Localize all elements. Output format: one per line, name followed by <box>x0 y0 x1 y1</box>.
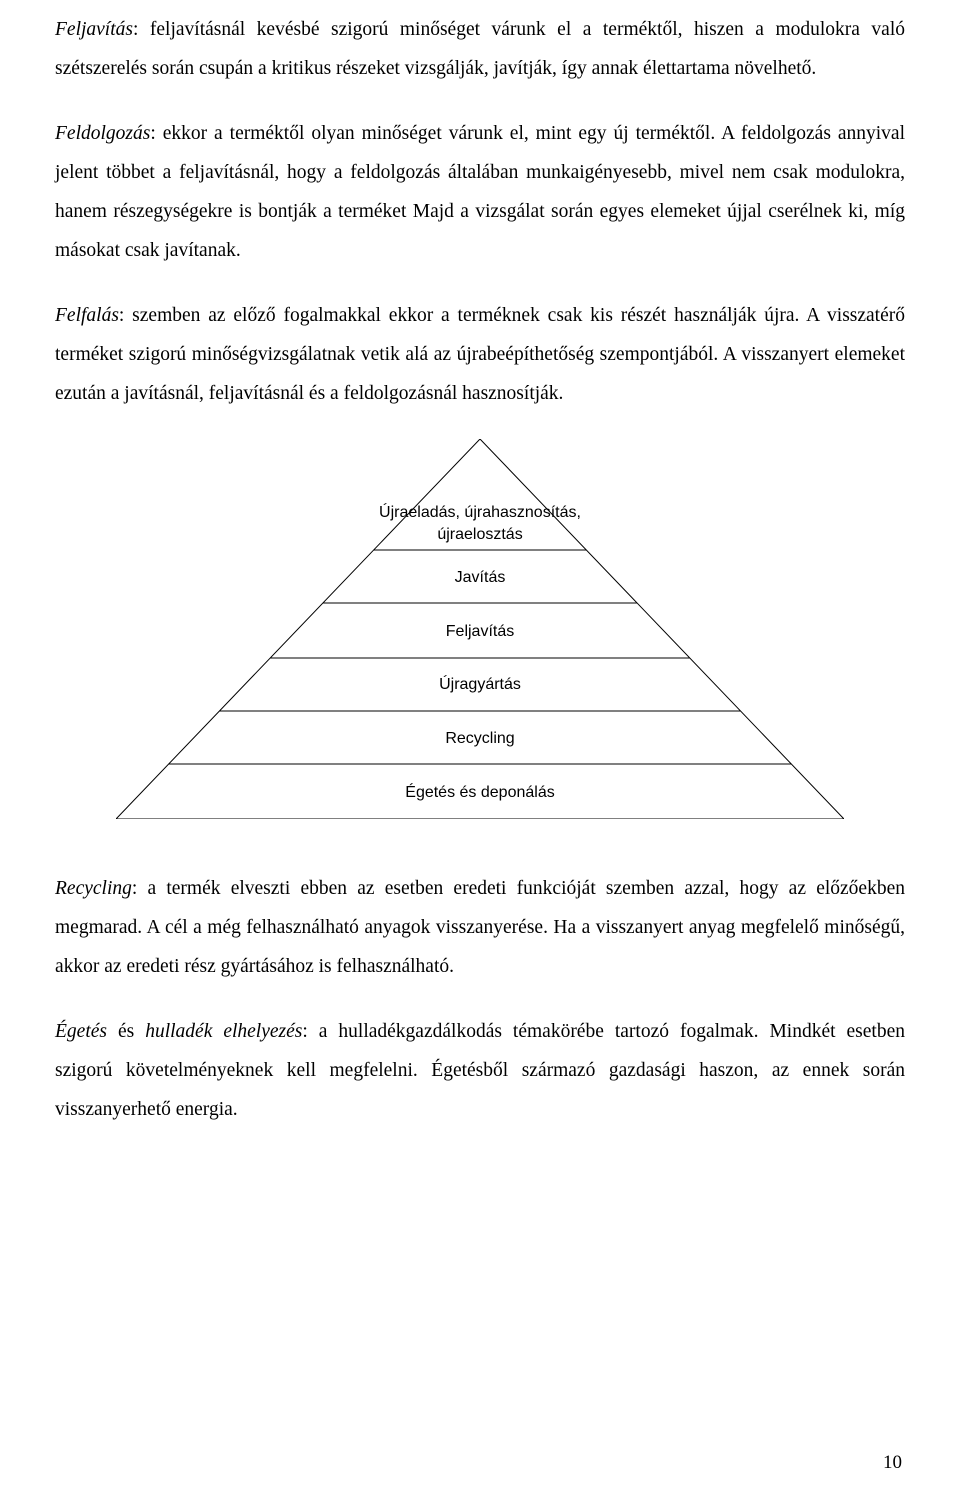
pyramid-label: Feljavítás <box>446 623 514 640</box>
paragraph-recycling: Recycling: a termék elveszti ebben az es… <box>55 869 905 986</box>
text-feldolgozas: : ekkor a terméktől olyan minőséget váru… <box>55 123 905 261</box>
pyramid-label: Javítás <box>455 569 506 586</box>
pyramid-diagram: Újraeladás, újrahasznosítás, újraelosztás… <box>55 439 905 819</box>
paragraph-egetes: Égetés és hulladék elhelyezés: a hulladé… <box>55 1012 905 1129</box>
term-feljavitas: Feljavítás <box>55 19 133 40</box>
page-number: 10 <box>883 1452 902 1474</box>
term-feldolgozas: Feldolgozás <box>55 123 150 144</box>
text-recycling: : a termék elveszti ebben az esetben ere… <box>55 878 905 977</box>
paragraph-feldolgozas: Feldolgozás: ekkor a terméktől olyan min… <box>55 114 905 270</box>
pyramid-label: Recycling <box>445 730 514 747</box>
pyramid-label: Újragyártás <box>439 674 521 693</box>
text-egetes-mid: és <box>107 1021 145 1042</box>
pyramid-label: Újraeladás, újrahasznosítás, <box>379 502 581 521</box>
term-hulladek: hulladék elhelyezés <box>145 1021 302 1042</box>
pyramid-label: újraelosztás <box>437 526 522 543</box>
term-felfalas: Felfalás <box>55 305 119 326</box>
pyramid-svg: Újraeladás, újrahasznosítás, újraelosztás… <box>116 439 844 819</box>
paragraph-feljavitas: Feljavítás: feljavításnál kevésbé szigor… <box>55 10 905 88</box>
text-feljavitas: : feljavításnál kevésbé szigorú minősége… <box>55 19 905 79</box>
term-egetes: Égetés <box>55 1021 107 1042</box>
term-recycling: Recycling <box>55 878 132 899</box>
paragraph-felfalas: Felfalás: szemben az előző fogalmakkal e… <box>55 296 905 413</box>
pyramid-label: Égetés és deponálás <box>405 782 554 801</box>
text-felfalas: : szemben az előző fogalmakkal ekkor a t… <box>55 305 905 404</box>
document-page: Feljavítás: feljavításnál kevésbé szigor… <box>0 0 960 1492</box>
